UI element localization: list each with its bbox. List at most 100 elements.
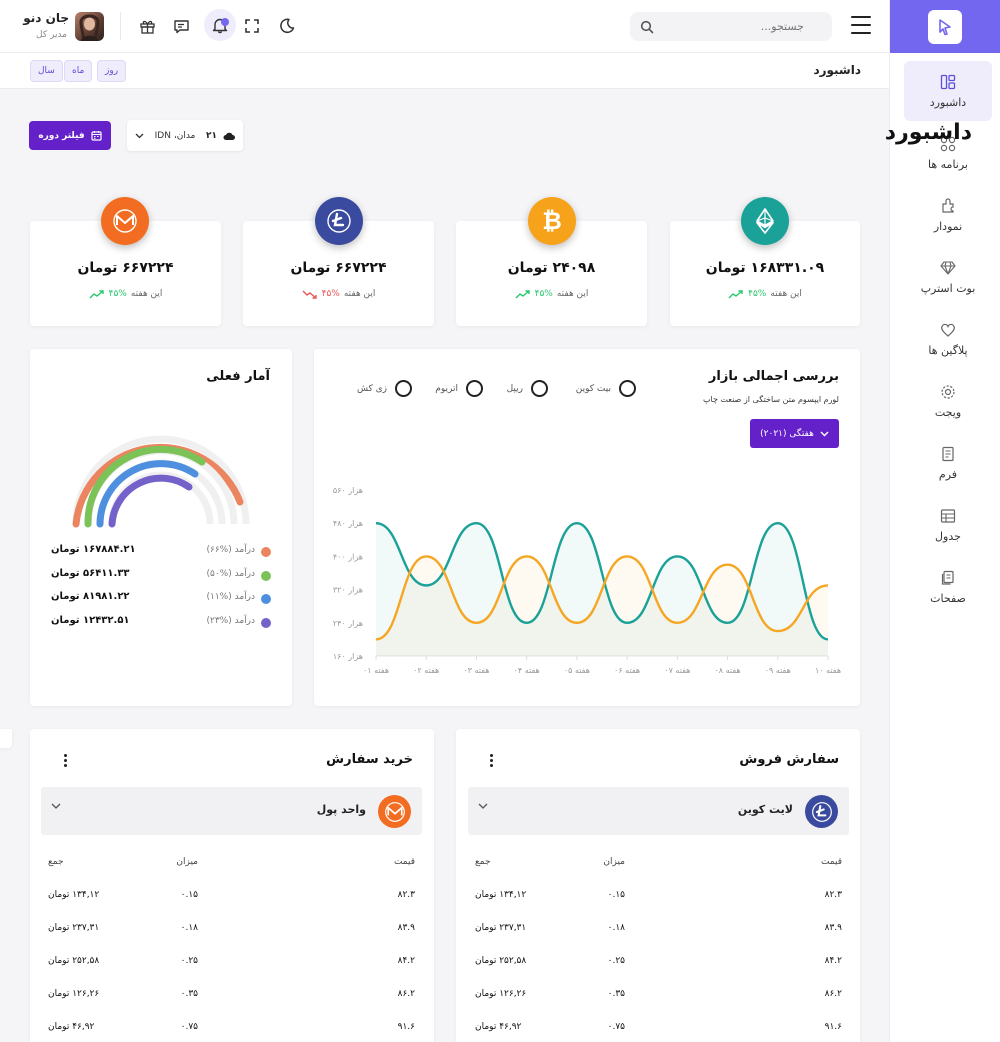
menu-toggle-button[interactable]: [851, 16, 871, 34]
sidebar-item-label: نمودار: [933, 219, 963, 233]
stat-amount: ۶۶۷۲۲۴ تومان: [290, 260, 387, 276]
table-cell: ۲۵۲,۵۸ تومان: [475, 956, 527, 966]
range-month-button[interactable]: ماه: [64, 60, 93, 82]
market-subtitle: لورم ایپسوم متن ساختگی از صنعت چاپ: [702, 395, 839, 404]
x-tick-label: هفته ۰۳: [463, 666, 489, 675]
x-tick-label: هفته ۱۰: [815, 666, 841, 675]
chat-icon: [173, 19, 189, 33]
logo[interactable]: [890, 0, 1000, 53]
stat-card-bitcoin: ₿ ۲۴۰۹۸ تومان این هفته ۴۵%: [456, 197, 647, 326]
gift-button[interactable]: [136, 15, 158, 37]
sidebar-item-pages[interactable]: صفحات: [904, 557, 992, 617]
current-stats-title: آمار فعلی: [206, 369, 270, 384]
series-line-0[interactable]: [375, 521, 829, 641]
range-day-button[interactable]: روز: [97, 60, 127, 82]
table-icon: [940, 508, 956, 523]
sidebar-item-charts[interactable]: نمودار: [904, 185, 992, 245]
sidebar-item-bootstrap[interactable]: بوت استرپ: [904, 247, 992, 307]
sell-order-menu-button[interactable]: [490, 754, 493, 767]
radio-zcash[interactable]: زی کش: [357, 380, 412, 397]
sidebar-item-apps[interactable]: برنامه ها: [904, 123, 992, 183]
y-tick-label: ۴۰۰ هزار: [333, 552, 363, 561]
radio-ripple[interactable]: ریپل: [507, 380, 548, 397]
legend-dot: [261, 618, 271, 628]
week-select-button[interactable]: هفتگی (۲۰۲۱): [750, 419, 839, 448]
table-cell: ۰.۷۵: [180, 1022, 198, 1032]
page-title: داشبورد: [884, 120, 972, 145]
table-cell: ۰.۳۵: [607, 989, 625, 999]
notifications-button[interactable]: [204, 9, 236, 41]
table-cell: ۲۳۷,۳۱ تومان: [475, 923, 527, 933]
buy-currency-select[interactable]: واحد پول: [41, 787, 422, 835]
select-label: واحد پول: [316, 803, 366, 816]
weather-temp: ۲۱: [206, 130, 217, 141]
sidebar-item-label: فرم: [938, 467, 958, 481]
stat-change: این هفته ۴۵%: [670, 289, 860, 299]
dark-mode-toggle[interactable]: [276, 15, 298, 37]
series-line-1[interactable]: [375, 555, 829, 641]
stat-amount: ۲۴۰۹۸ تومان: [507, 260, 596, 276]
litecoin-icon: [315, 197, 363, 245]
x-tick-label: هفته ۰۹: [765, 666, 791, 675]
table-cell: ۸۶.۲: [824, 989, 842, 999]
fullscreen-button[interactable]: [241, 15, 263, 37]
chevron-down-icon: [135, 133, 144, 138]
moon-icon: [280, 18, 295, 34]
x-tick-label: هفته ۰۴: [514, 666, 540, 675]
litecoin-icon: [805, 795, 838, 828]
table-cell: ۰.۲۵: [180, 956, 198, 966]
market-chart[interactable]: ۱۶۰ هزار ۲۴۰ هزار ۳۲۰ هزار ۴۰۰ هزار ۴۸۰ هزار…: [314, 470, 860, 690]
monero-icon: [101, 197, 149, 245]
cursor-logo-icon: [939, 18, 951, 35]
table-cell: ۱۲۶,۲۶ تومان: [475, 989, 527, 999]
table-cell: ۸۲.۳: [397, 890, 415, 900]
stat-amount: ۱۶۸۳۳۱.۰۹ تومان: [705, 260, 825, 276]
period-filter-button[interactable]: فیلتر دوره: [29, 121, 111, 150]
sell-currency-select[interactable]: لایت کوین: [468, 787, 849, 835]
search-icon[interactable]: [640, 19, 654, 38]
x-tick-label: هفته ۰۸: [715, 666, 741, 675]
table-cell: ۲۳۷,۳۱ تومان: [48, 923, 100, 933]
calendar-icon: [91, 131, 102, 141]
chevron-down-icon: [820, 431, 829, 436]
sidebar-item-label: برنامه ها: [928, 157, 968, 171]
breadcrumb: داشبورد: [813, 63, 861, 77]
search-box: [630, 12, 832, 41]
avatar[interactable]: [75, 12, 104, 41]
table-header: جمع: [48, 857, 64, 867]
sidebar-item-table[interactable]: جدول: [904, 495, 992, 555]
y-tick-label: ۲۴۰ هزار: [333, 619, 363, 628]
radio-bitcoin[interactable]: بیت کوین: [576, 380, 636, 397]
table-cell: ۸۳.۹: [397, 923, 415, 933]
range-year-button[interactable]: سال: [30, 60, 63, 82]
buy-order-menu-button[interactable]: [64, 754, 67, 767]
messages-button[interactable]: [170, 15, 192, 37]
search-input[interactable]: [660, 12, 820, 41]
sidebar-item-form[interactable]: فرم: [904, 433, 992, 493]
sidebar-item-dashboard[interactable]: داشبورد: [904, 61, 992, 121]
stat-amount: ۶۶۷۲۲۴ تومان: [77, 260, 174, 276]
radio-ethereum[interactable]: اتریوم: [435, 380, 483, 397]
sidebar-item-widget[interactable]: ویجت: [904, 371, 992, 431]
user-role: مدیر کل: [36, 30, 67, 40]
gear-icon: [941, 384, 955, 399]
table-cell: ۹۱.۶: [824, 1022, 842, 1032]
apps-icon: [940, 136, 956, 151]
y-tick-label: ۱۶۰ هزار: [333, 652, 363, 661]
chevron-down-icon: [51, 803, 61, 809]
chevron-down-icon: [478, 803, 488, 809]
radial-bar-chart: [72, 435, 250, 528]
sidebar-item-plugins[interactable]: پلاگین ها: [904, 309, 992, 369]
trend-up-icon: [89, 289, 104, 298]
chart-icon: [942, 197, 954, 213]
heart-icon: [941, 323, 955, 337]
table-cell: ۸۴.۲: [824, 956, 842, 966]
table-cell: ۰.۱۵: [607, 890, 625, 900]
user-name[interactable]: جان دنو: [23, 11, 69, 25]
weather-widget[interactable]: ۲۱ مدان، IDN: [127, 120, 243, 151]
legend-row: درآمد (%۲۳) ۱۲۴۳۲.۵۱ تومان: [51, 615, 271, 631]
table-cell: ۰.۱۸: [607, 923, 625, 933]
breadcrumb-bar: داشبورد سال ماه روز: [0, 53, 889, 89]
monero-icon: [378, 795, 411, 828]
x-tick-label: هفته ۰۷: [664, 666, 690, 675]
